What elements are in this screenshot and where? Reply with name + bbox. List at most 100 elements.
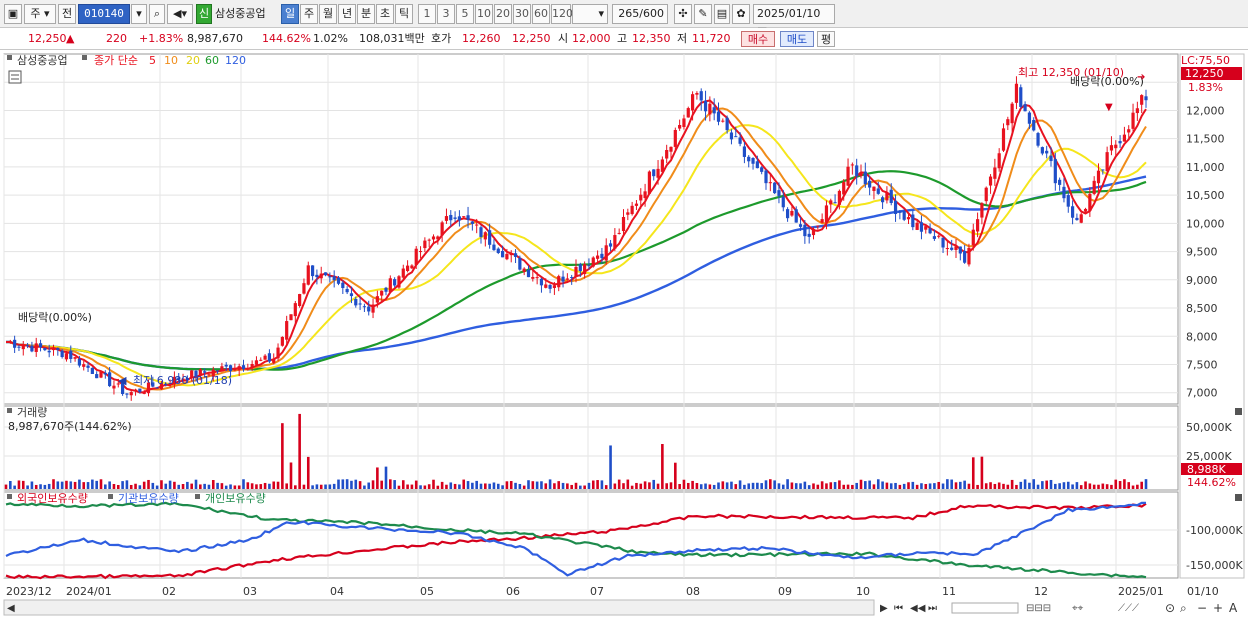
sound-icon[interactable]: ◀▾ (167, 4, 193, 24)
draw-icon[interactable]: ✎ (694, 4, 712, 24)
price-panel[interactable] (3, 53, 1179, 405)
calculator-icon[interactable] (8, 70, 22, 84)
prev-button[interactable]: 전 (58, 4, 76, 24)
font-size-icon[interactable]: A (1229, 601, 1238, 615)
volume-bar (579, 485, 582, 489)
volume-bar (596, 480, 599, 489)
candle-body (911, 214, 915, 228)
interval-3-button[interactable]: 3 (437, 4, 455, 24)
save-icon[interactable]: ▤ (714, 4, 730, 24)
volume-bar (665, 483, 668, 489)
scroll-right-icon[interactable]: ▶ (880, 603, 888, 614)
volume-bar (1071, 484, 1074, 489)
horizontal-scrollbar[interactable] (3, 599, 875, 616)
period-week-tab[interactable]: 주 (300, 4, 318, 24)
volume-close-icon[interactable] (1235, 408, 1242, 415)
volume-bar (380, 480, 383, 489)
market-select[interactable]: 주 ▾ (24, 4, 56, 24)
zoom-in-icon[interactable]: + (1213, 601, 1223, 615)
candle-body (708, 103, 712, 115)
candle-body (1066, 195, 1070, 207)
zoom-reset-icon[interactable]: ⊙ (1165, 601, 1175, 615)
volume-bar (86, 482, 90, 489)
magnifier-icon[interactable]: ⌕ (1180, 601, 1187, 615)
period-day-tab[interactable]: 일 (281, 4, 299, 24)
candle-body (1118, 141, 1122, 144)
date-field[interactable]: 2025/01/10 ▦ (753, 4, 835, 38)
candle-body (647, 171, 652, 194)
candle-body (133, 389, 138, 392)
candle-body (954, 246, 958, 250)
gear-icon[interactable]: ✿ (732, 4, 750, 24)
period-second-tab[interactable]: 초 (376, 4, 394, 24)
interval-10-button[interactable]: 10 (475, 4, 493, 24)
volume-bar (229, 484, 232, 489)
period-month-tab[interactable]: 월 (319, 4, 337, 24)
interval-120-button[interactable]: 120 (551, 4, 573, 24)
trend-icon[interactable]: ⟋⟋⟋ (1118, 603, 1139, 614)
candle-body (630, 205, 634, 215)
interval-30-button[interactable]: 30 (513, 4, 531, 24)
scroll-left-icon[interactable]: ◀ (7, 603, 15, 614)
buy-button[interactable]: 매수 (741, 31, 775, 47)
chart-area[interactable]: 12,000 11,500 11,000 10,500 10,000 9,500 9,000… (0, 50, 1248, 621)
lc-label: LC:75,50 (1181, 54, 1230, 67)
sell-button[interactable]: 매도 (780, 31, 814, 47)
chart-svg[interactable]: 12,000 11,500 11,000 10,500 10,000 9,500 9,000… (0, 50, 1248, 621)
zoom-slider[interactable] (951, 602, 1019, 614)
scroll-last-icon[interactable]: ⏭ (928, 603, 937, 614)
interval-5-button[interactable]: 5 (456, 4, 474, 24)
period-year-tab[interactable]: 년 (338, 4, 356, 24)
interval-20-button[interactable]: 20 (494, 4, 512, 24)
volume-bar (626, 479, 630, 489)
candle-body (116, 383, 120, 385)
interval-custom-select[interactable]: ▾ (572, 4, 608, 24)
zoom-out-icon[interactable]: − (1197, 601, 1207, 615)
volume-bar (73, 481, 77, 489)
y-tick-label: 7,000 (1186, 387, 1218, 400)
period-minute-tab[interactable]: 분 (357, 4, 375, 24)
x-tick-label: 04 (330, 585, 344, 598)
volume-bar (1002, 483, 1005, 489)
search-icon[interactable]: ⌕ (149, 4, 165, 24)
volume-bar (354, 479, 358, 489)
volume-panel[interactable] (3, 405, 1179, 491)
stock-code-input[interactable]: 010140 (78, 4, 130, 24)
candle-body (798, 224, 803, 227)
tools-icon[interactable]: ✣ (674, 4, 692, 24)
legend-marker-icon (108, 494, 113, 499)
candle-body (306, 265, 310, 285)
scroll-first-icon[interactable]: ⏮ (894, 603, 903, 614)
code-dropdown-icon[interactable]: ▾ (131, 4, 147, 24)
bar-count-field[interactable]: 265/600 (612, 4, 668, 24)
candle-body (634, 203, 639, 206)
up-arrow-icon: ▲ (66, 32, 75, 45)
volume-bar (587, 482, 591, 489)
candle-body (980, 203, 984, 218)
candle-body (69, 350, 73, 359)
interval-1-button[interactable]: 1 (418, 4, 436, 24)
eval-button[interactable]: 평 (817, 31, 835, 47)
interval-60-button[interactable]: 60 (532, 4, 550, 24)
window-icon[interactable]: ▣ (4, 4, 22, 24)
volume-bar (825, 483, 828, 489)
candle-body (108, 372, 112, 387)
candle-body (842, 182, 846, 195)
layout-icon[interactable]: ⊟⊟⊟ (1026, 603, 1051, 614)
volume-current: 8,987,670주(144.62%) (8, 420, 132, 433)
volume-bar (26, 485, 29, 489)
volume-bar (708, 484, 712, 489)
candle-body (237, 366, 241, 371)
crosshair-icon[interactable]: ⌖⌖ (1072, 603, 1084, 614)
volume-bar (112, 484, 116, 489)
candles (8, 76, 1148, 401)
volume-bar (743, 484, 746, 489)
period-tick-tab[interactable]: 틱 (395, 4, 413, 24)
volume-title: 거래량 (17, 406, 47, 419)
volume-bar (1105, 484, 1109, 489)
holdings-close-icon[interactable] (1235, 494, 1242, 501)
scroll-prev-icon[interactable]: ◀◀ (910, 603, 926, 614)
candle-body (919, 222, 924, 232)
holdings-individual-label: 개인보유수량 (205, 492, 266, 505)
candle-body (142, 391, 146, 394)
